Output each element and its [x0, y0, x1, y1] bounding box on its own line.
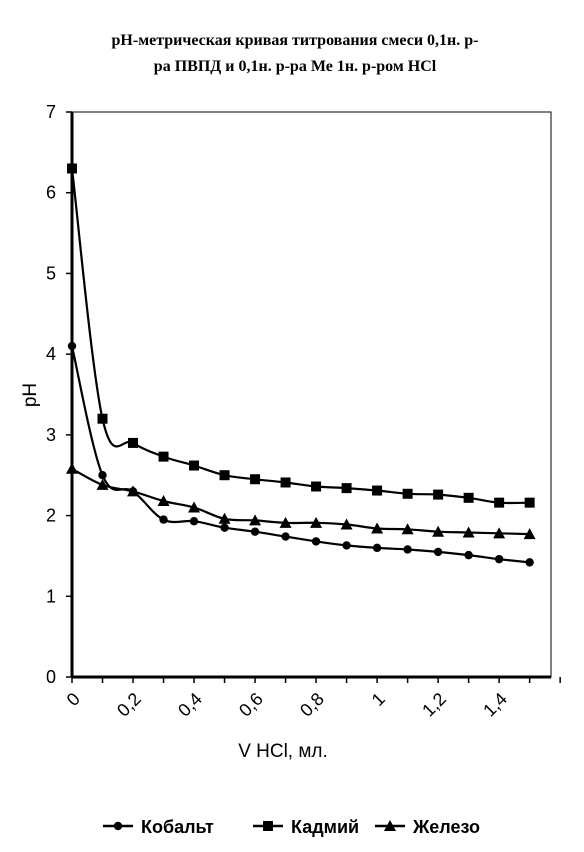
legend-item: Железо — [375, 817, 480, 837]
data-point — [158, 451, 169, 462]
y-tick-label: 6 — [46, 183, 56, 203]
x-tick-label: 0,4 — [174, 689, 206, 721]
y-tick-label: 3 — [46, 425, 56, 445]
data-point — [67, 341, 77, 351]
plot-area — [71, 111, 552, 678]
data-point — [128, 437, 139, 448]
data-point — [372, 543, 382, 553]
x-axis-label: V HCl, мл. — [238, 741, 328, 762]
data-point — [66, 462, 78, 474]
x-tick-label: 0 — [63, 689, 84, 710]
y-tick-label: 1 — [46, 586, 56, 606]
x-tick-label: 1,4 — [479, 689, 511, 721]
data-point — [371, 522, 384, 534]
y-tick-label: 2 — [46, 506, 56, 526]
data-point — [311, 537, 321, 546]
data-point — [401, 523, 414, 535]
data-point — [493, 527, 506, 539]
legend-label: Железо — [412, 817, 480, 837]
data-point — [189, 517, 199, 526]
legend-item: Кобальт — [103, 817, 214, 837]
data-point — [402, 488, 413, 499]
data-point — [464, 550, 473, 560]
x-tick-label: 0,6 — [235, 689, 267, 721]
legend-label: Кадмий — [291, 817, 359, 837]
y-tick-label: 0 — [46, 667, 56, 687]
data-point — [67, 163, 77, 174]
y-tick-label: 4 — [46, 344, 56, 364]
data-point — [403, 545, 412, 554]
data-point — [279, 516, 292, 528]
data-point — [462, 526, 475, 538]
data-point — [220, 523, 229, 532]
data-point — [280, 477, 291, 488]
series-square — [67, 163, 535, 508]
data-point — [463, 492, 474, 503]
data-point — [249, 514, 262, 526]
data-point — [281, 532, 290, 541]
data-point — [311, 481, 322, 492]
legend-marker — [113, 821, 123, 831]
x-tick-label: 1,2 — [418, 689, 450, 721]
data-point — [340, 518, 353, 530]
data-point — [432, 525, 445, 537]
x-axis: 0 0,2 0,4 0,6 0,8 1 1,2 1,4 — [63, 675, 561, 721]
data-point — [97, 413, 108, 424]
data-point — [188, 501, 201, 513]
chart-title-line-2: ра ПВПД и 0,1н. р-ра Ме 1н. р-ром HCl — [153, 58, 437, 75]
data-point — [372, 485, 383, 496]
legend-marker — [263, 821, 273, 831]
data-point — [98, 471, 107, 480]
x-tick-label: 0,2 — [113, 689, 145, 721]
data-point — [523, 528, 536, 540]
legend-label: Кобальт — [141, 817, 214, 837]
data-point — [341, 483, 352, 494]
data-point — [218, 512, 231, 524]
data-point — [433, 489, 444, 500]
y-axis-label: pH — [20, 383, 41, 407]
data-point — [250, 474, 261, 485]
y-axis: 0 1 2 3 4 5 6 7 — [46, 102, 74, 687]
chart-title-line-1: pH-метрическая кривая титрования смеси 0… — [111, 32, 479, 49]
series-layer — [66, 163, 536, 567]
x-tick-label: 1 — [368, 689, 389, 710]
chart-title: pH-метрическая кривая титрования смеси 0… — [40, 28, 550, 80]
data-point — [494, 497, 505, 508]
data-point — [250, 527, 260, 536]
legend-marker — [384, 820, 396, 831]
y-tick-label: 7 — [46, 102, 56, 122]
data-point — [524, 497, 535, 508]
data-point — [342, 541, 351, 550]
legend: Кобальт Кадмий Железо — [103, 817, 480, 837]
data-point — [433, 547, 443, 557]
data-point — [127, 485, 140, 497]
series-line — [71, 467, 530, 536]
legend-item: Кадмий — [253, 817, 359, 837]
data-point — [157, 495, 170, 507]
data-point — [96, 478, 109, 490]
data-point — [189, 460, 200, 471]
data-point — [494, 554, 504, 564]
data-point — [525, 558, 534, 567]
series-triangle — [66, 462, 536, 540]
data-point — [219, 470, 230, 481]
y-tick-label: 5 — [46, 263, 56, 283]
data-point — [310, 516, 323, 528]
x-tick-label: 0,8 — [296, 689, 328, 721]
data-point — [159, 515, 168, 524]
